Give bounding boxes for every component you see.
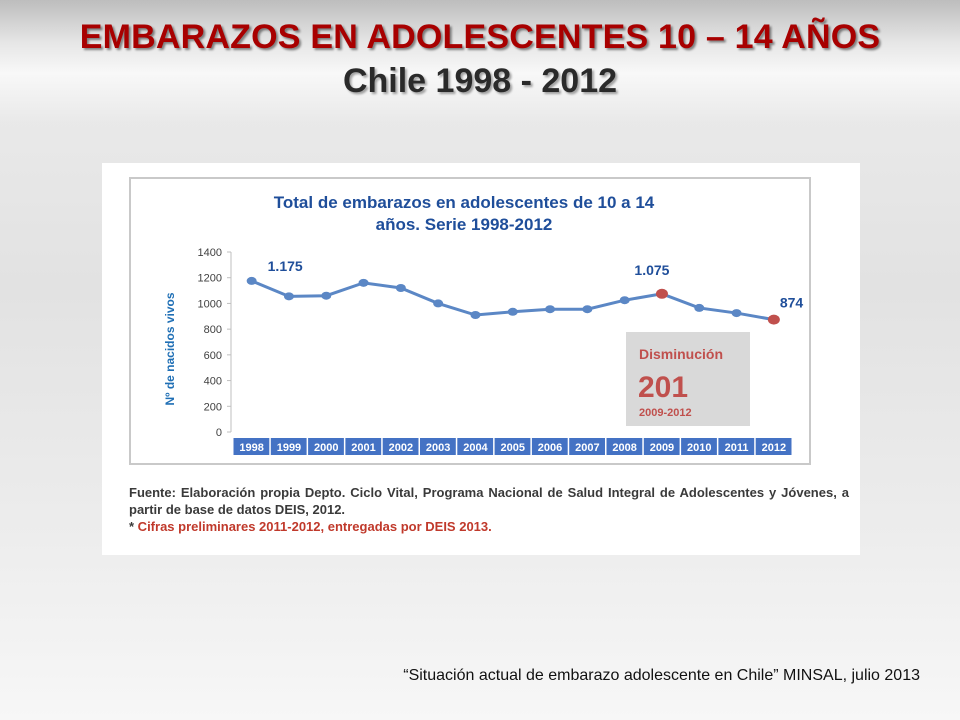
data-point bbox=[358, 278, 369, 287]
category-cell bbox=[270, 438, 307, 455]
data-point bbox=[433, 299, 444, 308]
category-cell bbox=[420, 438, 456, 455]
category-cell bbox=[345, 438, 382, 455]
callout-period: 2009-2012 bbox=[639, 407, 692, 419]
data-point bbox=[395, 284, 406, 292]
data-point bbox=[507, 307, 518, 316]
category-cell bbox=[531, 438, 568, 455]
highlight-point bbox=[655, 288, 668, 299]
header-band bbox=[0, 0, 960, 122]
decrease-callout: Disminución 201 2009-2012 bbox=[626, 332, 750, 426]
x-tick-label: 2006 bbox=[538, 442, 562, 454]
x-tick-label: 2005 bbox=[501, 442, 525, 454]
note-star: * bbox=[129, 519, 135, 534]
category-cell bbox=[457, 438, 494, 455]
x-tick-label: 2010 bbox=[687, 442, 711, 454]
x-tick-label: 1999 bbox=[277, 442, 301, 454]
chart-frame: Total de embarazos en adolescentes de 10… bbox=[129, 177, 811, 465]
slide-title: EMBARAZOS EN ADOLESCENTES 10 – 14 AÑOS bbox=[79, 18, 881, 56]
y-tick-label: 1000 bbox=[198, 298, 222, 310]
category-cell bbox=[569, 438, 605, 455]
callout-label: Disminución bbox=[639, 346, 723, 362]
source-text: Fuente: Elaboración propia Depto. Ciclo … bbox=[129, 485, 849, 517]
category-cell bbox=[643, 438, 680, 455]
source-note: Fuente: Elaboración propia Depto. Ciclo … bbox=[129, 484, 849, 535]
category-cell bbox=[233, 438, 270, 455]
data-point bbox=[470, 311, 481, 319]
x-tick-label: 2002 bbox=[389, 442, 413, 454]
data-label: 1.075 bbox=[634, 262, 669, 278]
category-cell bbox=[606, 438, 643, 455]
x-tick-label: 1998 bbox=[239, 442, 263, 454]
x-tick-label: 2004 bbox=[463, 442, 488, 454]
data-point bbox=[321, 291, 332, 300]
x-tick-label: 2007 bbox=[575, 442, 599, 454]
y-tick-label: 0 bbox=[216, 427, 222, 439]
y-tick-label: 800 bbox=[204, 324, 222, 336]
chart-title-line2: años. Serie 1998-2012 bbox=[376, 215, 553, 234]
x-tick-label: 2000 bbox=[314, 442, 338, 454]
category-cell bbox=[718, 438, 755, 455]
highlight-point bbox=[767, 314, 780, 325]
data-point bbox=[619, 296, 630, 305]
line-chart: Total de embarazos en adolescentes de 10… bbox=[163, 193, 804, 455]
data-point bbox=[694, 303, 705, 312]
data-label: 874 bbox=[780, 295, 804, 311]
category-cell bbox=[755, 438, 792, 455]
x-tick-label: 2012 bbox=[762, 442, 786, 454]
category-cell bbox=[308, 438, 344, 455]
x-tick-label: 2009 bbox=[650, 442, 674, 454]
preliminary-note: Cifras preliminares 2011-2012, entregada… bbox=[134, 519, 492, 534]
chart-title-line1: Total de embarazos en adolescentes de 10… bbox=[274, 193, 655, 212]
category-cell bbox=[382, 438, 419, 455]
data-point bbox=[582, 305, 593, 314]
x-tick-label: 2003 bbox=[426, 442, 450, 454]
data-label: 1.175 bbox=[268, 258, 303, 274]
data-point bbox=[283, 292, 294, 301]
figure-panel: Total de embarazos en adolescentes de 10… bbox=[102, 163, 860, 555]
callout-value: 201 bbox=[638, 371, 688, 404]
data-point bbox=[731, 309, 742, 318]
category-cell bbox=[494, 438, 531, 455]
callout-box bbox=[626, 332, 750, 426]
x-tick-label: 2008 bbox=[612, 442, 636, 454]
y-tick-label: 200 bbox=[204, 401, 222, 413]
slide-subtitle: Chile 1998 - 2012 bbox=[342, 62, 618, 100]
citation: “Situación actual de embarazo adolescent… bbox=[403, 667, 920, 684]
y-axis-label: Nº de nacidos vivos bbox=[163, 292, 177, 405]
y-tick-label: 600 bbox=[204, 350, 222, 362]
x-tick-label: 2001 bbox=[351, 442, 375, 454]
category-cell bbox=[681, 438, 717, 455]
y-tick-label: 1200 bbox=[198, 273, 222, 285]
y-tick-label: 1400 bbox=[198, 247, 222, 259]
data-point bbox=[246, 276, 257, 285]
data-point bbox=[545, 305, 556, 314]
x-tick-label: 2011 bbox=[725, 442, 749, 454]
y-tick-label: 400 bbox=[204, 376, 222, 388]
